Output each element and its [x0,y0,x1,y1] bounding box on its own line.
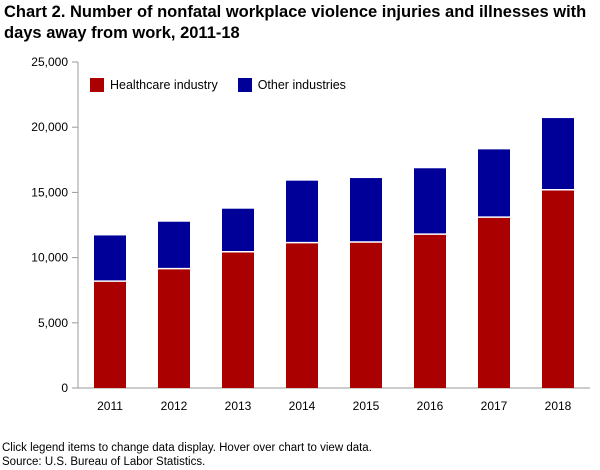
y-tick-label: 25,000 [31,55,68,69]
chart-note: Click legend items to change data displa… [2,442,372,454]
x-tick-label: 2014 [289,399,316,413]
bar-healthcare-2016[interactable]: Healthcare industry 2016: 11,800 [414,234,446,388]
bar-healthcare-2013[interactable]: Healthcare industry 2013: 10,450 [222,251,254,388]
bar-healthcare-2017[interactable]: Healthcare industry 2017: 13,100 [478,217,510,388]
y-tick-label: 20,000 [31,120,68,134]
bar-other-industries-2016[interactable]: Other industries 2016: 5,050 [414,168,446,235]
y-axis: 0 5,000 10,000 15,000 20,000 25,000 [31,55,79,395]
bars[interactable]: Healthcare industry 2011: 8,200Other ind… [94,118,574,388]
bar-other-industries-2018[interactable]: Other industries 2018: 5,500 [542,118,574,190]
chart-title: Chart 2. Number of nonfatal workplace vi… [4,3,587,42]
bar-healthcare-2014[interactable]: Healthcare industry 2014: 11,150 [286,242,318,388]
chart-source: Source: U.S. Bureau of Labor Statistics. [2,456,206,468]
legend: Healthcare industry Other industries [90,78,366,92]
x-tick-label: 2013 [225,399,252,413]
x-tick-label: 2015 [353,399,380,413]
bar-healthcare-2015[interactable]: Healthcare industry 2015: 11,200 [350,241,382,388]
bar-other-industries-2017[interactable]: Other industries 2017: 5,200 [478,149,510,218]
bar-other-industries-2012[interactable]: Other industries 2012: 3,600 [158,221,190,269]
legend-item-other-industries[interactable]: Other industries [237,78,346,92]
y-tick-label: 5,000 [38,316,68,330]
legend-item-healthcare[interactable]: Healthcare industry [90,78,218,92]
x-tick-label: 2016 [417,399,444,413]
x-axis: 2011 2012 2013 2014 2015 2016 2017 2018 [78,387,590,413]
x-tick-label: 2012 [161,399,188,413]
y-tick-label: 0 [61,381,68,395]
y-tick-label: 10,000 [31,251,68,265]
x-tick-label: 2011 [97,399,123,413]
legend-label-healthcare: Healthcare industry [110,78,218,92]
bar-other-industries-2011[interactable]: Other industries 2011: 3,500 [94,235,126,282]
y-tick-label: 15,000 [31,185,68,199]
legend-label-other-industries: Other industries [257,78,346,92]
bar-other-industries-2015[interactable]: Other industries 2015: 4,900 [350,178,382,242]
bar-other-industries-2013[interactable]: Other industries 2013: 3,300 [222,208,254,252]
bar-healthcare-2011[interactable]: Healthcare industry 2011: 8,200 [94,281,126,388]
bar-healthcare-2018[interactable]: Healthcare industry 2018: 15,200 [542,189,574,388]
bar-healthcare-2012[interactable]: Healthcare industry 2012: 9,150 [158,268,190,388]
legend-swatch-other-industries [237,78,252,92]
x-tick-label: 2017 [481,399,508,413]
x-tick-label: 2018 [545,399,572,413]
legend-swatch-healthcare [90,78,104,92]
bar-other-industries-2014[interactable]: Other industries 2014: 4,750 [286,180,318,243]
